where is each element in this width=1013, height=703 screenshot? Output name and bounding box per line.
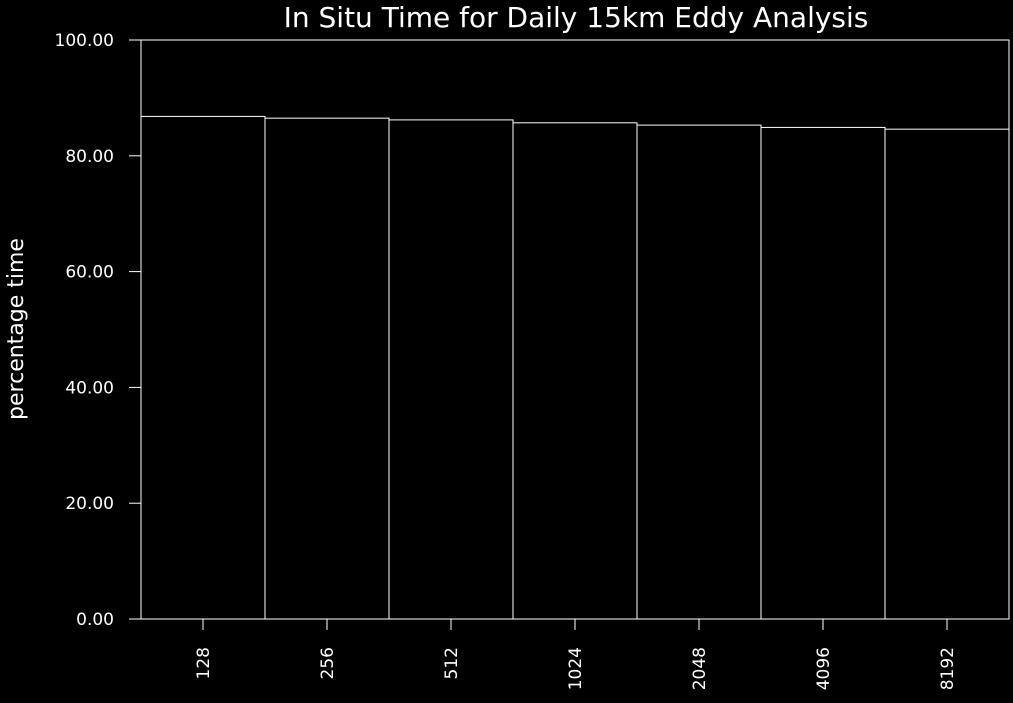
chart-title: In Situ Time for Daily 15km Eddy Analysi… bbox=[284, 1, 869, 34]
bar-256 bbox=[264, 117, 390, 620]
bar-8192 bbox=[884, 128, 1010, 620]
x-tick-label-4096: 4096 bbox=[814, 647, 834, 690]
plot-frame bbox=[140, 39, 1010, 620]
x-tick-label-1024: 1024 bbox=[566, 647, 586, 690]
plot-area bbox=[140, 39, 1010, 620]
x-tick-label-8192: 8192 bbox=[938, 647, 958, 690]
x-tick-label-128: 128 bbox=[194, 647, 214, 679]
y-tick-label-60.00: 60.00 bbox=[65, 263, 114, 283]
bar-2048 bbox=[636, 124, 762, 620]
bars bbox=[140, 115, 1010, 620]
x-tick-label-512: 512 bbox=[442, 647, 462, 679]
bar-1024 bbox=[512, 122, 638, 620]
x-axis: 128 256 512 1024 2048 4096 8192 bbox=[194, 619, 958, 690]
bar-128 bbox=[140, 115, 266, 620]
x-tick-label-256: 256 bbox=[318, 647, 338, 679]
x-tick-label-2048: 2048 bbox=[690, 647, 710, 690]
y-tick-label-0.00: 0.00 bbox=[76, 610, 114, 630]
y-tick-label-100.00: 100.00 bbox=[55, 31, 114, 51]
y-axis-label: percentage time bbox=[4, 238, 29, 420]
y-tick-label-80.00: 80.00 bbox=[65, 147, 114, 167]
y-tick-label-20.00: 20.00 bbox=[65, 494, 114, 514]
bar-4096 bbox=[760, 126, 886, 620]
bar-512 bbox=[388, 119, 514, 620]
y-tick-label-40.00: 40.00 bbox=[65, 378, 114, 398]
y-axis: 0.00 20.00 40.00 60.00 80.00 100.00 bbox=[55, 31, 141, 630]
